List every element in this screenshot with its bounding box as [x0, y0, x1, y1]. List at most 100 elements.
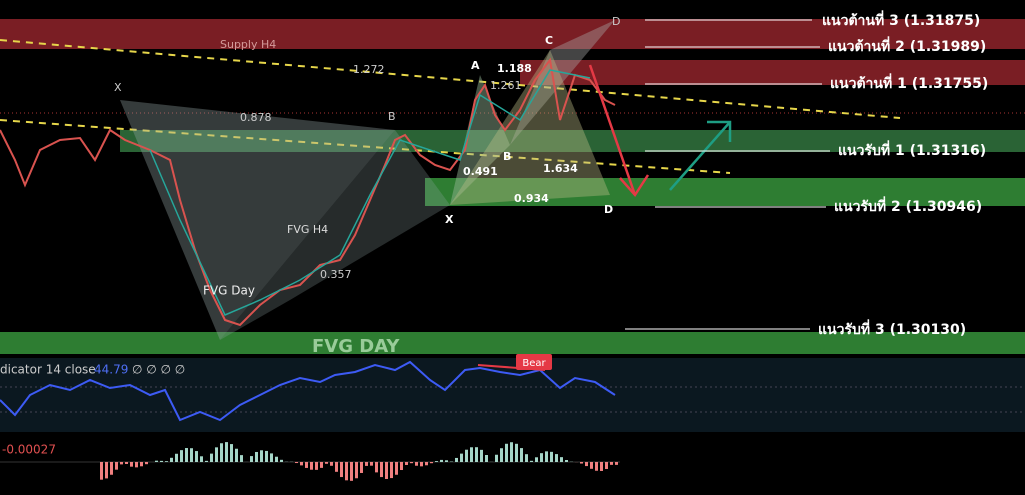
point-label: B	[388, 110, 396, 123]
histogram-bar	[590, 462, 593, 469]
histogram-bar	[460, 453, 463, 462]
histogram-bar	[475, 447, 478, 462]
bear-badge	[516, 354, 552, 370]
histogram-bar	[310, 462, 313, 470]
histogram-bar	[360, 462, 363, 473]
histogram-bar	[115, 462, 118, 470]
histogram-bar	[175, 453, 178, 462]
histogram-bar	[390, 462, 393, 479]
level-label: แนวรับที่ 2 (1.30946)	[834, 196, 982, 215]
histogram-bar	[110, 462, 113, 475]
histogram-bar	[605, 462, 608, 470]
indicator-title: dicator 14 close	[0, 363, 96, 377]
histogram-bar	[445, 460, 448, 462]
price-series-up	[149, 69, 591, 316]
up-arrow-head	[707, 120, 732, 142]
histogram-bar	[400, 462, 403, 471]
trend-line	[0, 119, 731, 174]
level-label: แนวรับที่ 3 (1.30130)	[818, 319, 966, 338]
histogram-bar	[340, 462, 343, 478]
histogram-bar	[415, 462, 418, 466]
resistance-zone	[520, 60, 1025, 85]
zone-label: Supply H4	[220, 38, 276, 51]
histogram-bar	[375, 462, 378, 473]
indicator-value: 44.79	[94, 363, 128, 377]
ratio-label: 0.491	[463, 165, 498, 178]
histogram-bar	[530, 460, 533, 462]
histogram-bar	[145, 462, 148, 465]
down-arrow	[588, 64, 637, 196]
histogram-bar	[595, 462, 598, 471]
point-label: X	[445, 213, 454, 226]
pattern-triangle	[450, 75, 510, 205]
pattern-triangle	[510, 20, 615, 145]
histogram-bar	[265, 450, 268, 462]
level-label: แนวรับที่ 1 (1.31316)	[838, 140, 986, 159]
point-label: A	[471, 59, 480, 72]
ratio-label: 1.634	[543, 162, 578, 175]
histogram-bar	[260, 450, 263, 462]
histogram-bar	[240, 455, 243, 462]
zone-label: FVG DAY	[312, 336, 400, 357]
histogram-bar	[155, 460, 158, 462]
histogram-bar	[125, 462, 128, 464]
histogram-bar	[200, 456, 203, 462]
histogram-bar	[535, 457, 538, 462]
support-zone	[425, 178, 1025, 206]
ratio-label: 1.272	[353, 63, 385, 76]
histogram-bar	[540, 453, 543, 462]
ratio-label: 1.188	[497, 62, 532, 75]
point-label: C	[545, 34, 553, 47]
histogram-bar	[350, 462, 353, 481]
histogram-bar	[405, 462, 408, 465]
histogram-bar	[355, 462, 358, 479]
histogram-bar	[225, 442, 228, 462]
zone-label: FVG H4	[287, 223, 328, 236]
histogram-bar	[430, 462, 433, 464]
histogram-bar	[270, 453, 273, 462]
histogram-bar	[185, 448, 188, 462]
histogram-bar	[470, 447, 473, 462]
support-zone	[120, 130, 1025, 152]
histogram-bar	[325, 462, 328, 464]
histogram-bar	[545, 451, 548, 462]
histogram-bar	[520, 448, 523, 462]
histogram-bar	[100, 462, 103, 480]
histogram-bar	[560, 457, 563, 462]
histogram-bar	[235, 448, 238, 462]
point-label: D	[604, 203, 613, 216]
price-series	[0, 57, 616, 327]
point-label: X	[114, 81, 122, 94]
histogram-bar	[215, 447, 218, 462]
histogram-bar	[565, 459, 568, 462]
down-arrow-head	[619, 174, 650, 198]
histogram-bar	[555, 454, 558, 462]
pattern-triangle	[220, 130, 450, 340]
histogram-bar	[600, 462, 603, 471]
histogram-bar	[435, 461, 438, 462]
histogram-bar	[250, 456, 253, 462]
histogram-bar	[480, 449, 483, 462]
histogram-bar	[300, 462, 303, 466]
pattern-triangle	[120, 100, 395, 340]
fvg-day-zone	[0, 332, 1025, 354]
histogram-bar	[500, 448, 503, 462]
indicator-extras: ∅ ∅ ∅ ∅	[132, 363, 185, 377]
histogram-bar	[295, 462, 298, 464]
ratio-label: 0.357	[320, 268, 352, 281]
histogram-bar	[170, 457, 173, 462]
histogram-bar	[165, 461, 168, 462]
histogram-bar	[385, 462, 388, 479]
histogram-bar	[330, 462, 333, 466]
histogram-bar	[135, 462, 138, 468]
histogram-bar	[140, 462, 143, 467]
histogram-bar	[195, 451, 198, 462]
supply-zone	[0, 19, 1025, 49]
indicator-pane	[0, 358, 1025, 432]
macd-value: -0.00027	[2, 443, 56, 457]
histogram-bar	[515, 443, 518, 462]
histogram-bar	[440, 459, 443, 462]
indicator-line	[0, 360, 616, 422]
bear-badge-label: Bear	[522, 358, 546, 369]
